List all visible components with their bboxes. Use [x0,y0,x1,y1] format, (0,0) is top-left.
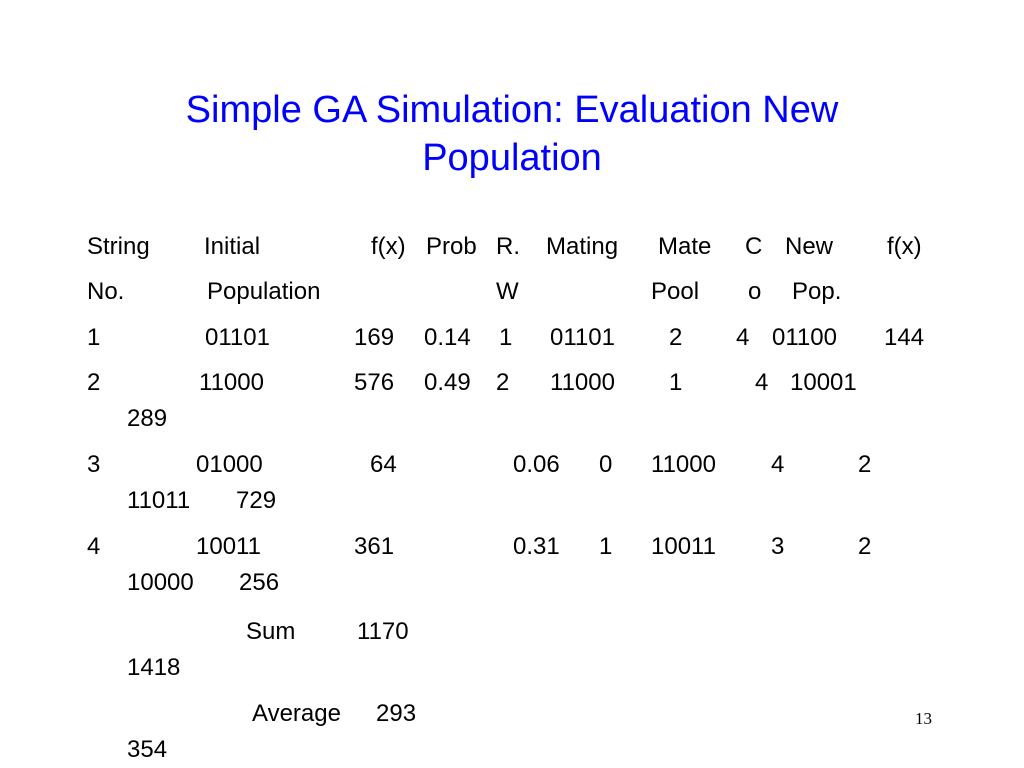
cell-initial: 01101 [205,324,270,351]
header-prob: Prob [426,233,477,260]
header-o: o [748,278,762,305]
cell-rw: 1 [499,324,513,351]
cell-mate: 2 [669,324,683,351]
slide-title-line-2: Population [422,137,602,179]
sum-new: 1418 [127,654,181,681]
header-pool: Pool [651,278,700,305]
cell-no: 1 [87,324,101,351]
cell-no: 4 [87,533,101,560]
cell-prob: 0.14 [424,324,471,351]
cell-no: 3 [87,451,101,478]
slide-title-line-1: Simple GA Simulation: Evaluation New [185,89,839,131]
cell-fx: 361 [354,533,395,560]
cell-prob: 0.49 [424,369,471,396]
sum-initial: 1170 [357,618,409,645]
slide-title: Simple GA Simulation: Evaluation New Pop… [0,86,1024,182]
cell-fx: 576 [354,369,395,396]
cell-pool: 10011 [651,533,716,560]
cell-rw: 0 [599,451,613,478]
header-population: Population [207,278,321,305]
average-new: 354 [127,736,168,763]
page-number: 13 [915,709,932,728]
cell-c: 2 [858,451,872,478]
average-initial: 293 [376,700,417,727]
cell-fx-2: 256 [239,569,280,596]
sum-label: Sum [246,618,296,645]
cell-c: 4 [736,324,750,351]
cell-no: 2 [87,369,101,396]
header-c: C [745,233,763,260]
cell-pool: 11000 [651,451,716,478]
cell-new: 01100 [772,324,837,351]
cell-pool: 01101 [550,324,615,351]
cell-initial: 11000 [199,369,264,396]
cell-pool: 11000 [550,369,615,396]
cell-mate: 1 [669,369,683,396]
header-mate: Mate [658,233,712,260]
cell-rw: 2 [496,369,510,396]
header-w: W [496,278,519,305]
cell-initial: 01000 [196,451,263,478]
header-fx-2: f(x) [887,233,922,260]
cell-fx: 64 [370,451,397,478]
average-label: Average [252,700,341,727]
cell-prob: 0.06 [513,451,560,478]
cell-fx-2: 144 [884,324,925,351]
cell-new: 10001 [790,369,857,396]
header-string: String [87,233,150,260]
cell-mate: 3 [771,533,785,560]
cell-mate: 4 [771,451,785,478]
cell-fx-2: 729 [236,487,277,514]
header-r: R. [496,233,520,260]
cell-initial: 10011 [196,533,261,560]
cell-prob: 0.31 [513,533,560,560]
cell-new: 10000 [127,569,194,596]
header-fx: f(x) [371,233,406,260]
cell-c: 4 [755,369,769,396]
cell-new: 11011 [127,487,191,514]
header-mating: Mating [546,233,619,260]
header-initial: Initial [204,233,261,260]
header-new: New [785,233,834,260]
cell-fx: 169 [354,324,395,351]
header-pop: Pop. [792,278,842,305]
cell-c: 2 [858,533,872,560]
cell-rw: 1 [599,533,613,560]
header-no: No. [87,278,125,305]
cell-fx-2: 289 [127,405,168,432]
